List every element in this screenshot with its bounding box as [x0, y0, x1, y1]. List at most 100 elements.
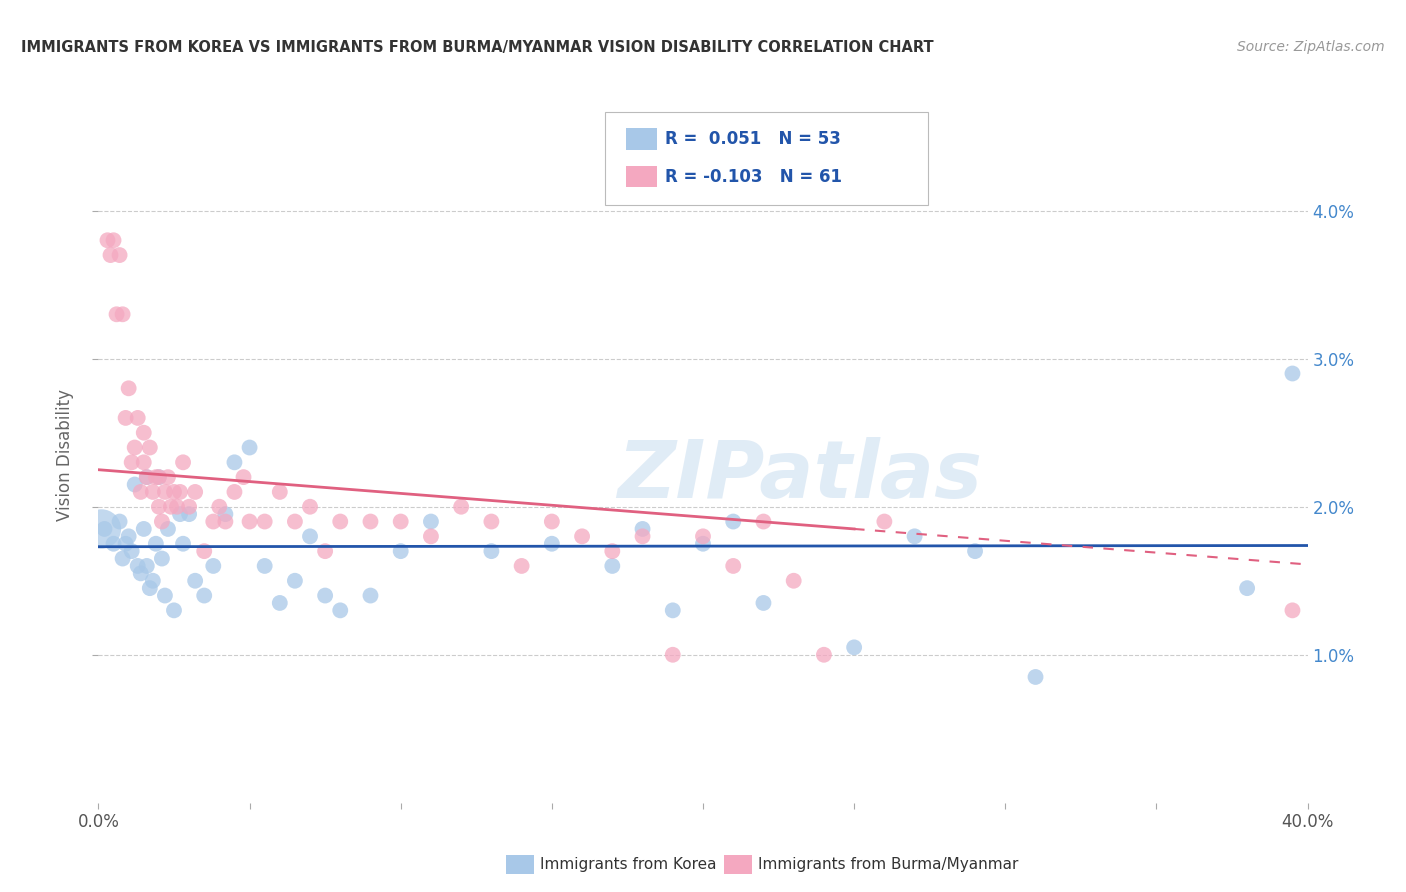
Point [132, 425, 155, 440]
Point [105, 307, 128, 321]
Point [965, 544, 987, 558]
Point [193, 589, 215, 603]
Point [389, 515, 412, 529]
Point [232, 470, 254, 484]
Point [142, 484, 165, 499]
Point [124, 477, 146, 491]
Point [284, 515, 307, 529]
Point [253, 515, 276, 529]
Point [169, 507, 191, 521]
Point [329, 515, 352, 529]
Point [299, 500, 322, 514]
Point [129, 484, 152, 499]
Point [142, 574, 165, 588]
Point [661, 603, 683, 617]
Point [148, 470, 170, 484]
Point [179, 507, 201, 521]
Point [179, 500, 201, 514]
Point [239, 515, 262, 529]
Point [93, 522, 115, 536]
Point [1024, 670, 1046, 684]
Point [139, 581, 162, 595]
Text: ZIPatlas: ZIPatlas [617, 437, 983, 515]
Text: Immigrants from Korea: Immigrants from Korea [540, 857, 717, 871]
Point [723, 515, 745, 529]
Point [114, 537, 136, 551]
Point [132, 455, 155, 469]
Point [163, 603, 186, 617]
Point [148, 470, 170, 484]
Point [481, 515, 503, 529]
Point [169, 484, 191, 499]
Point [202, 558, 225, 573]
Point [420, 529, 443, 543]
Point [96, 233, 118, 247]
Point [132, 522, 155, 536]
Point [481, 544, 503, 558]
Point [420, 515, 443, 529]
Point [121, 544, 143, 558]
Point [111, 307, 134, 321]
Point [540, 537, 562, 551]
Point [145, 470, 167, 484]
Point [510, 558, 533, 573]
Point [121, 455, 143, 469]
Text: IMMIGRANTS FROM KOREA VS IMMIGRANTS FROM BURMA/MYANMAR VISION DISABILITY CORRELA: IMMIGRANTS FROM KOREA VS IMMIGRANTS FROM… [21, 40, 934, 55]
Point [172, 455, 194, 469]
Point [631, 529, 654, 543]
Point [450, 500, 472, 514]
Point [813, 648, 835, 662]
Point [299, 529, 322, 543]
Point [631, 522, 654, 536]
Point [150, 551, 173, 566]
Point [135, 470, 157, 484]
Point [661, 648, 683, 662]
Point [269, 484, 291, 499]
Point [873, 515, 896, 529]
Point [214, 507, 236, 521]
Point [103, 537, 125, 551]
Point [160, 500, 183, 514]
Point [1281, 603, 1303, 617]
Point [163, 484, 186, 499]
Point [153, 484, 176, 499]
Point [214, 515, 236, 529]
Point [389, 544, 412, 558]
Point [224, 455, 246, 469]
Text: R =  0.051   N = 53: R = 0.051 N = 53 [665, 130, 841, 148]
Text: R = -0.103   N = 61: R = -0.103 N = 61 [665, 168, 842, 186]
Point [145, 537, 167, 551]
Point [253, 558, 276, 573]
Point [184, 574, 207, 588]
Point [127, 558, 149, 573]
Point [1236, 581, 1258, 595]
Text: Source: ZipAtlas.com: Source: ZipAtlas.com [1237, 40, 1385, 54]
Point [103, 233, 125, 247]
Point [148, 500, 170, 514]
Point [314, 544, 336, 558]
Point [692, 529, 714, 543]
Point [114, 411, 136, 425]
Point [124, 441, 146, 455]
Point [329, 603, 352, 617]
Point [904, 529, 927, 543]
Point [202, 515, 225, 529]
Point [284, 574, 307, 588]
Point [184, 484, 207, 499]
Point [172, 537, 194, 551]
Point [108, 248, 131, 262]
Point [150, 515, 173, 529]
Point [269, 596, 291, 610]
Point [139, 441, 162, 455]
Point [118, 381, 141, 395]
Point [135, 558, 157, 573]
Point [314, 589, 336, 603]
Point [208, 500, 231, 514]
Point [723, 558, 745, 573]
Y-axis label: Vision Disability: Vision Disability [56, 389, 75, 521]
Text: Immigrants from Burma/Myanmar: Immigrants from Burma/Myanmar [758, 857, 1018, 871]
Point [129, 566, 152, 581]
Point [118, 529, 141, 543]
Point [783, 574, 806, 588]
Point [692, 537, 714, 551]
